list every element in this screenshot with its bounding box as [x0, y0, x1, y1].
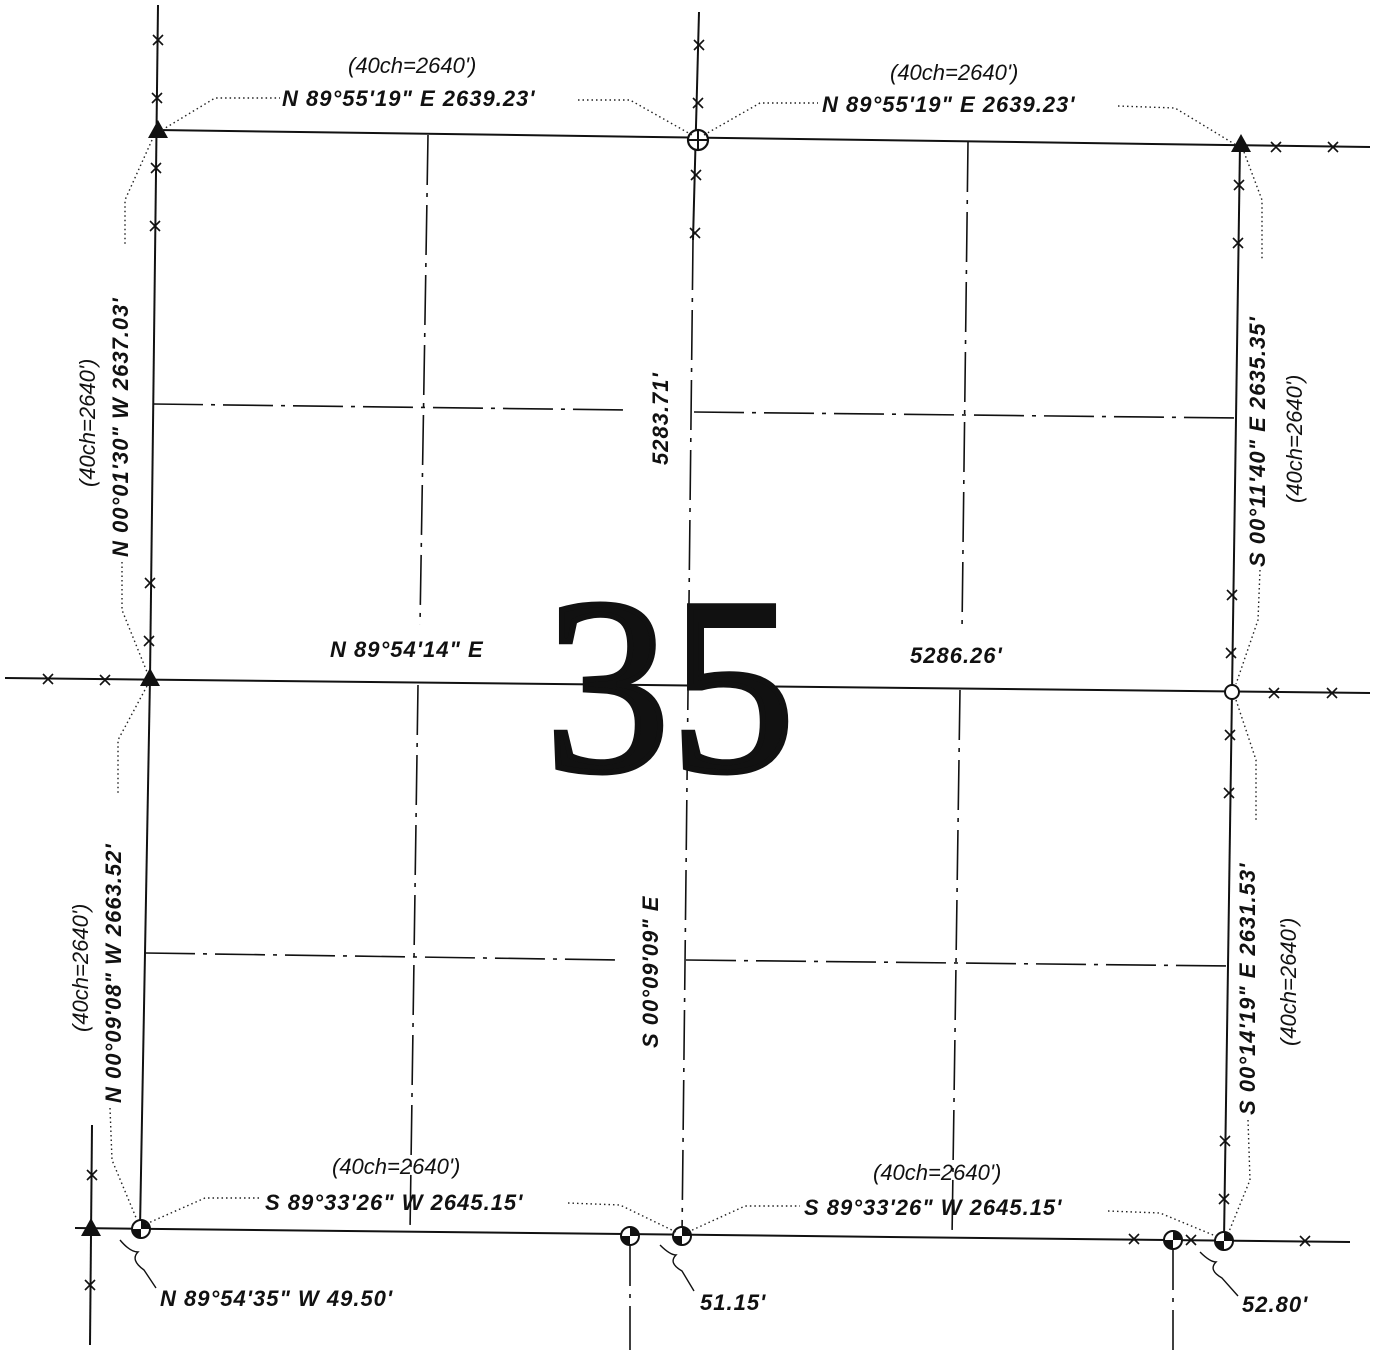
center-vertical-upper-label: 5283.71' [648, 372, 673, 465]
qq-horizontal-se [685, 959, 1229, 967]
east-upper-bearing-label: S 00°11'40" E 2635.35' [1245, 316, 1270, 567]
line-tick-marks [42, 34, 1339, 1291]
north-left-chain-label: (40ch=2640') [348, 53, 476, 78]
west-lower-bearing-label: N 00°09'08" W 2663.52' [101, 843, 126, 1103]
leader-south-right [687, 1205, 800, 1233]
qq-horizontal-nw [152, 403, 626, 411]
se-offset-label: 52.80' [1242, 1292, 1308, 1317]
leader-north-right-end [1117, 105, 1237, 146]
triangle-marker-icon [81, 1218, 101, 1236]
center-horizontal-right-label: 5286.26' [910, 643, 1003, 668]
quartered-circle-marker-icon [620, 1226, 640, 1246]
monument-symbols [81, 120, 1251, 1251]
quartered-circle-marker-icon [131, 1219, 151, 1239]
sw-offset-label: N 89°54'35" W 49.50' [160, 1286, 393, 1311]
dotted-leaders [109, 97, 1263, 1238]
south-right-chain-label: (40ch=2640') [873, 1160, 1001, 1185]
leader-east-lower-end [1227, 1119, 1251, 1235]
leader-south-left-end [567, 1202, 677, 1233]
circle-cross-marker-icon [686, 128, 710, 152]
leader-north-right [703, 102, 818, 136]
north-left-bearing-label: N 89°55'19" E 2639.23' [282, 86, 536, 111]
south-center-offset-label: 51.15' [700, 1290, 766, 1315]
leader-south-left [145, 1197, 262, 1225]
leader-sw-offset [119, 1239, 157, 1289]
qq-vertical-west-upper [419, 134, 429, 626]
south-right-bearing-label: S 89°33'26" W 2645.15' [804, 1195, 1062, 1220]
qq-horizontal-ne [693, 411, 1237, 419]
qq-vertical-west-lower [409, 684, 419, 1233]
south-boundary-line [74, 1227, 1351, 1243]
west-upper-chain-label: (40ch=2640') [75, 359, 100, 487]
north-right-chain-label: (40ch=2640') [890, 60, 1018, 85]
quartered-circle-marker-icon [672, 1226, 692, 1246]
qq-horizontal-sw [144, 952, 621, 961]
leader-west-lower [117, 685, 148, 795]
triangle-marker-icon [1231, 134, 1251, 152]
section-number: 35 [545, 548, 795, 825]
open-circle-marker-icon [1224, 684, 1240, 700]
north-boundary-line [157, 129, 1371, 148]
east-upper-chain-label: (40ch=2640') [1282, 375, 1307, 503]
leader-east-upper-end [1235, 569, 1261, 685]
center-vertical-lower-label: S 00°09'09" E [638, 895, 663, 1048]
south-left-chain-label: (40ch=2640') [332, 1154, 460, 1179]
leader-east-lower [1235, 699, 1257, 820]
west-lower-chain-label: (40ch=2640') [68, 904, 93, 1032]
qq-vertical-east-upper [961, 141, 969, 631]
west-boundary-upper-line [149, 4, 159, 679]
leader-west-upper [124, 139, 153, 245]
leader-north-left-end [578, 99, 693, 136]
center-north-south-line [681, 239, 694, 1236]
offset-leaders [119, 1239, 1239, 1297]
quartered-circle-marker-icon [1214, 1231, 1234, 1251]
leader-se-offset [1199, 1251, 1239, 1297]
qq-vertical-east-lower [951, 689, 961, 1239]
triangle-marker-icon [140, 668, 160, 686]
east-lower-bearing-label: S 00°14'19" E 2631.53' [1235, 863, 1260, 1115]
quartered-circle-marker-icon [1163, 1230, 1183, 1250]
tick-marks [42, 34, 1339, 1291]
west-upper-bearing-label: N 00°01'30" W 2637.03' [108, 297, 133, 557]
leader-east-upper [1243, 151, 1263, 260]
east-lower-chain-label: (40ch=2640') [1276, 918, 1301, 1046]
center-north-south-upper-line [692, 11, 700, 241]
leader-west-lower-end [109, 1107, 138, 1221]
leader-west-upper-end [121, 562, 148, 673]
leader-south-right-end [1107, 1210, 1219, 1238]
leader-north-left [161, 97, 280, 131]
quarter-quarter-lines [144, 134, 1237, 1239]
south-left-bearing-label: S 89°33'26" W 2645.15' [265, 1190, 523, 1215]
triangle-marker-icon [148, 120, 168, 138]
center-horizontal-left-label: N 89°54'14" E [330, 637, 484, 662]
north-right-bearing-label: N 89°55'19" E 2639.23' [822, 92, 1076, 117]
leader-south-center-offset [659, 1244, 695, 1292]
